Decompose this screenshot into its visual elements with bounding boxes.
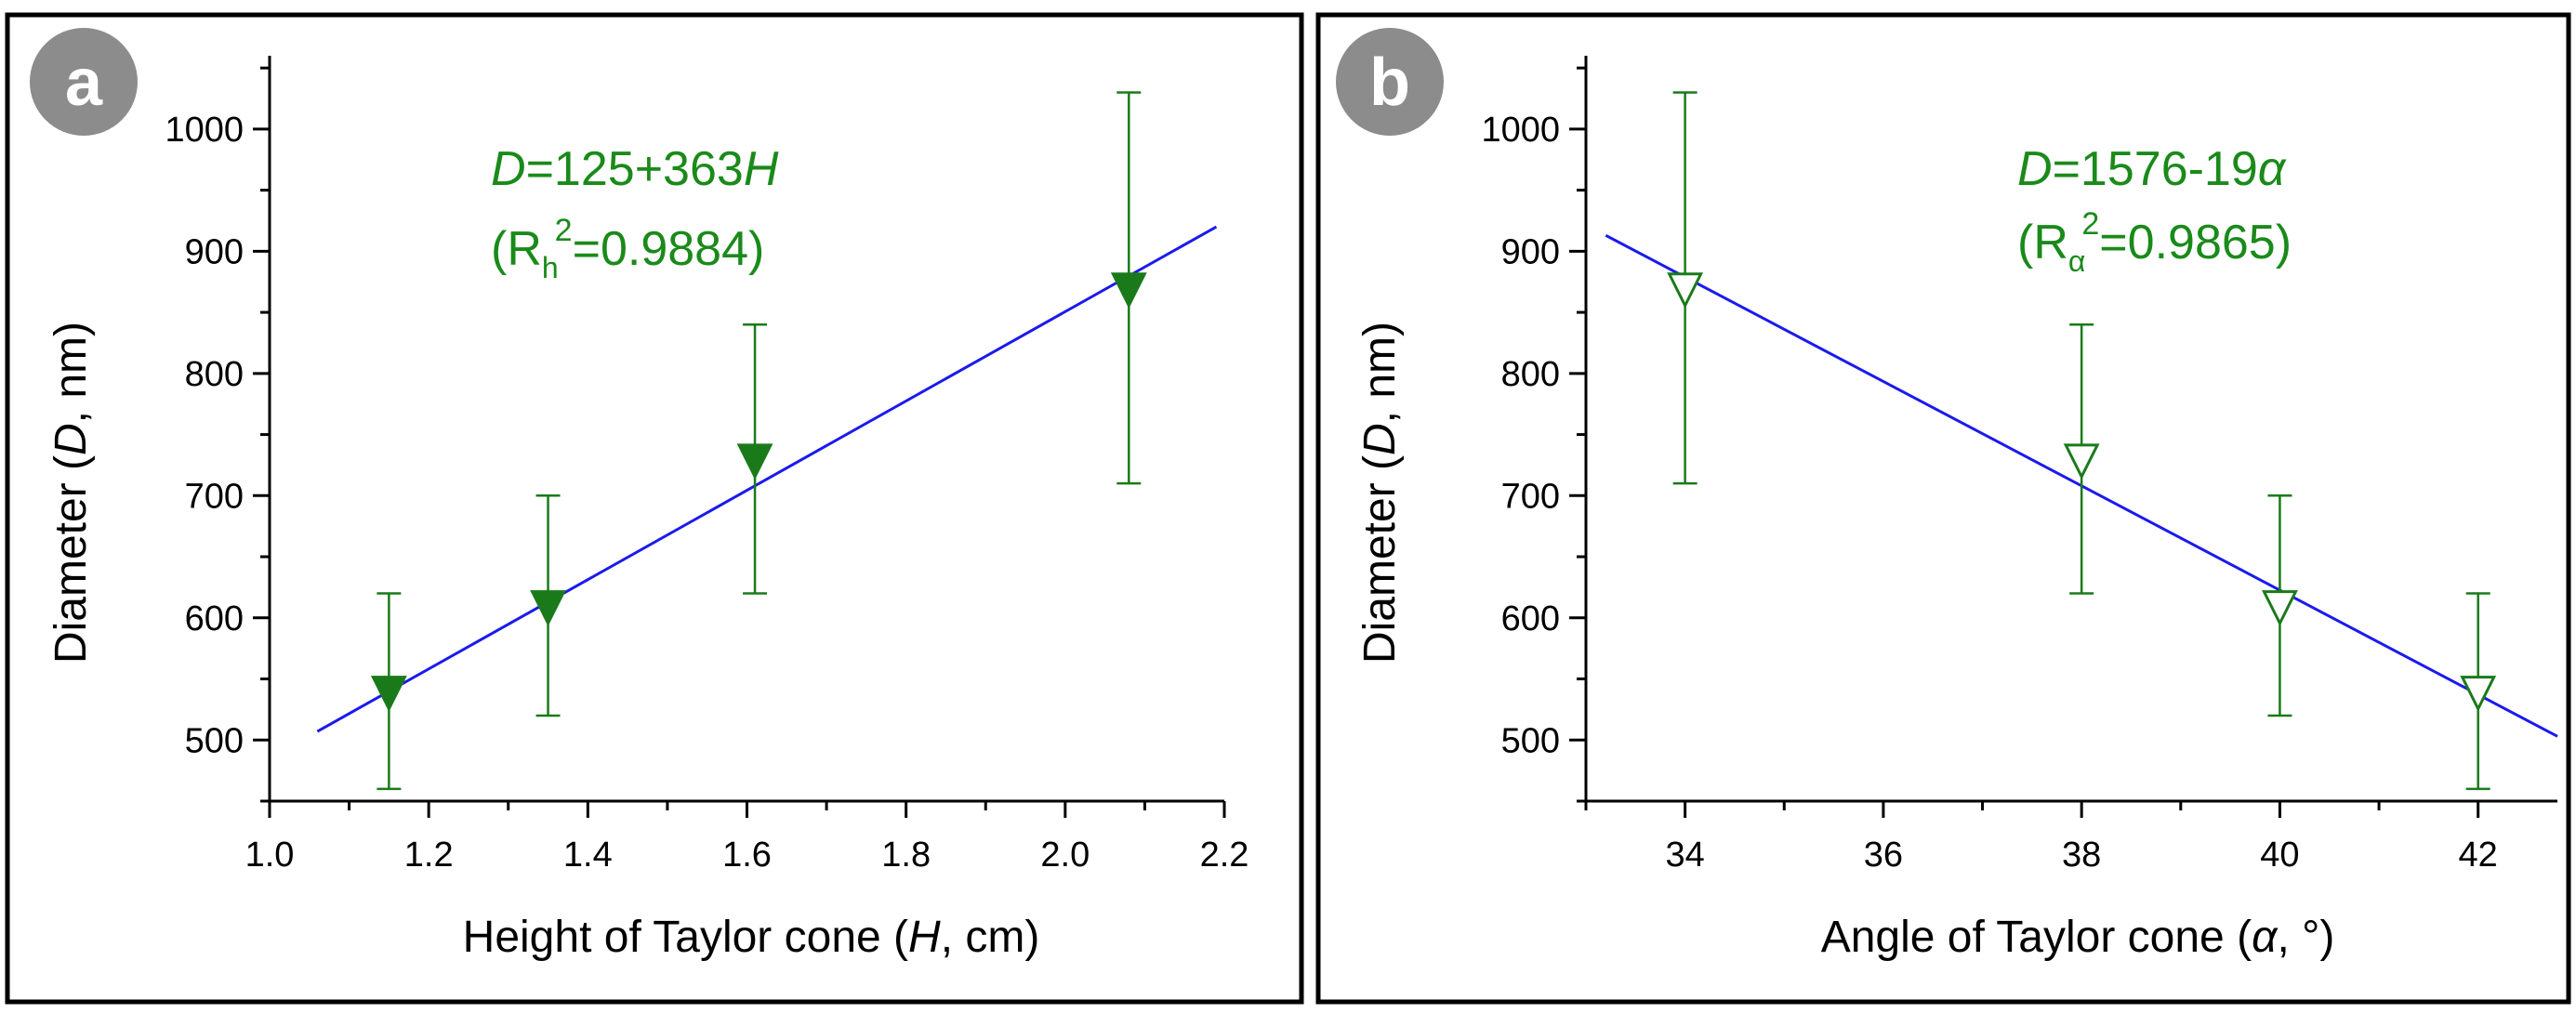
panel-b-y-tick-label: 700 xyxy=(1501,477,1560,516)
panel-a-equation-lhs: D xyxy=(491,142,526,196)
panel-a-y-tick-label: 900 xyxy=(185,232,244,271)
panel-a-data-point xyxy=(736,443,773,480)
panel-b-xlabel-var: α xyxy=(2252,913,2279,962)
panel-a-data-point xyxy=(1110,272,1147,309)
panel-a-fit-line xyxy=(316,225,1218,733)
panel-b-data-point xyxy=(2063,443,2100,480)
panel-a-x-tick-label: 1.0 xyxy=(245,835,295,875)
panel-a-y-tick-label: 600 xyxy=(185,599,244,638)
panel-a-data-point xyxy=(530,590,566,626)
panel-a-r2-sup: 2 xyxy=(555,213,573,248)
panel-b-xlabel: Angle of Taylor cone (α, °) xyxy=(1821,913,2335,962)
panel-a-badge-label: a xyxy=(65,46,103,120)
panel-b-ylabel-var: D xyxy=(1355,423,1405,455)
panel-b-equation-body: =1576-19 xyxy=(2053,142,2258,196)
panel-a-equation-line2: (Rh2=0.9884) xyxy=(491,213,764,284)
panel-b-equation-rhs: α xyxy=(2258,142,2287,196)
panel-a-plot: 500 600 700 800 900 1000 1.0 1.2 1.4 1.6 1.8 2.0 2.2 xyxy=(165,56,1248,875)
panel-a-equation-body: =125+363 xyxy=(526,142,744,196)
panel-b-equation-line1: D=1576-19α xyxy=(2017,142,2287,196)
panel-a-frame xyxy=(5,12,1304,1005)
panel-b-y-tick-label: 600 xyxy=(1501,599,1560,638)
panel-b-r2-sub: α xyxy=(2068,244,2086,278)
panel-b-ylabel-post: , nm) xyxy=(1355,322,1405,423)
panel-b-data-point xyxy=(1667,272,1704,309)
panel-a-xlabel: Height of Taylor cone (H, cm) xyxy=(463,913,1040,962)
panel-a-badge-circle xyxy=(30,28,138,136)
panel-b-plot: 500 600 700 800 900 1000 34 36 38 40 42 xyxy=(1481,56,2558,875)
panel-a-x-tick-label: 1.6 xyxy=(722,835,772,875)
panel-b-r2-rest: =0.9865) xyxy=(2099,216,2292,270)
panel-a-x-tick-label: 2.0 xyxy=(1040,835,1090,875)
panel-a-y-tick-label: 1000 xyxy=(165,111,244,150)
panel-a-equation-line1: D=125+363H xyxy=(491,142,779,196)
panel-b-y-tick-label: 500 xyxy=(1501,721,1560,760)
panel-b-xlabel-pre: Angle of Taylor cone ( xyxy=(1821,913,2252,962)
panel-a-data-point xyxy=(370,676,407,713)
panel-a-r2-rest: =0.9884) xyxy=(573,222,765,276)
panel-b-equation-line2: (Rα2=0.9865) xyxy=(2017,206,2292,278)
panel-a-y-tick-label: 500 xyxy=(185,721,244,760)
panel-a-x-tick-label: 1.4 xyxy=(563,835,613,875)
panel-a-r2-open: (R xyxy=(491,222,542,276)
panel-a-badge: a xyxy=(30,28,138,136)
panel-a-ylabel-pre: Diameter ( xyxy=(46,455,96,664)
panel-a-ylabel: Diameter (D, nm) xyxy=(46,322,96,664)
panel-b-y-tick-label: 900 xyxy=(1501,232,1560,271)
panel-a-x-tick-label: 2.2 xyxy=(1200,835,1249,875)
panel-a-x-tick-label: 1.2 xyxy=(404,835,454,875)
panel-a-ylabel-var: D xyxy=(46,423,96,455)
panel-b-frame xyxy=(1315,12,2571,1005)
panel-b-x-tick-label: 40 xyxy=(2260,835,2299,875)
panel-b-x-tick-label: 34 xyxy=(1665,835,1704,875)
panel-b-badge-circle xyxy=(1336,28,1444,136)
panel-b-x-tick-label: 38 xyxy=(2062,835,2101,875)
panel-a-y-tick-label: 700 xyxy=(185,477,244,516)
panel-b-data-point xyxy=(2262,590,2298,626)
panel-a-xlabel-post: , cm) xyxy=(941,913,1040,962)
panel-b-r2-open: (R xyxy=(2017,216,2068,270)
panel-b-ylabel-pre: Diameter ( xyxy=(1355,455,1405,664)
panel-b-ylabel: Diameter (D, nm) xyxy=(1355,322,1405,664)
panel-a-xlabel-var: H xyxy=(908,913,941,962)
panel-a-r2-sub: h xyxy=(542,251,559,284)
panel-b-y-tick-label: 1000 xyxy=(1481,111,1560,150)
panel-b-xlabel-post: , °) xyxy=(2277,913,2334,962)
panel-b-x-tick-label: 36 xyxy=(1864,835,1903,875)
panel-a-ylabel-post: , nm) xyxy=(46,322,96,423)
panel-b-r2-sup: 2 xyxy=(2081,206,2099,242)
panel-b-y-tick-label: 800 xyxy=(1501,355,1560,394)
panel-b-equation-lhs: D xyxy=(2017,142,2053,196)
panel-b-badge: b xyxy=(1336,28,1444,136)
panel-a: a 500 600 700 800 900 1000 1.0 1.2 1.4 1.6 1.8 2.0 2… xyxy=(5,12,1304,1005)
panel-b-data-point xyxy=(2460,676,2497,713)
panel-b-badge-label: b xyxy=(1369,46,1410,120)
panel-a-equation-rhs: H xyxy=(744,142,779,196)
panel-a-xlabel-pre: Height of Taylor cone ( xyxy=(463,913,908,962)
panel-b-x-tick-label: 42 xyxy=(2459,835,2498,875)
panel-a-y-tick-label: 800 xyxy=(185,355,244,394)
panel-a-x-tick-label: 1.8 xyxy=(881,835,931,875)
